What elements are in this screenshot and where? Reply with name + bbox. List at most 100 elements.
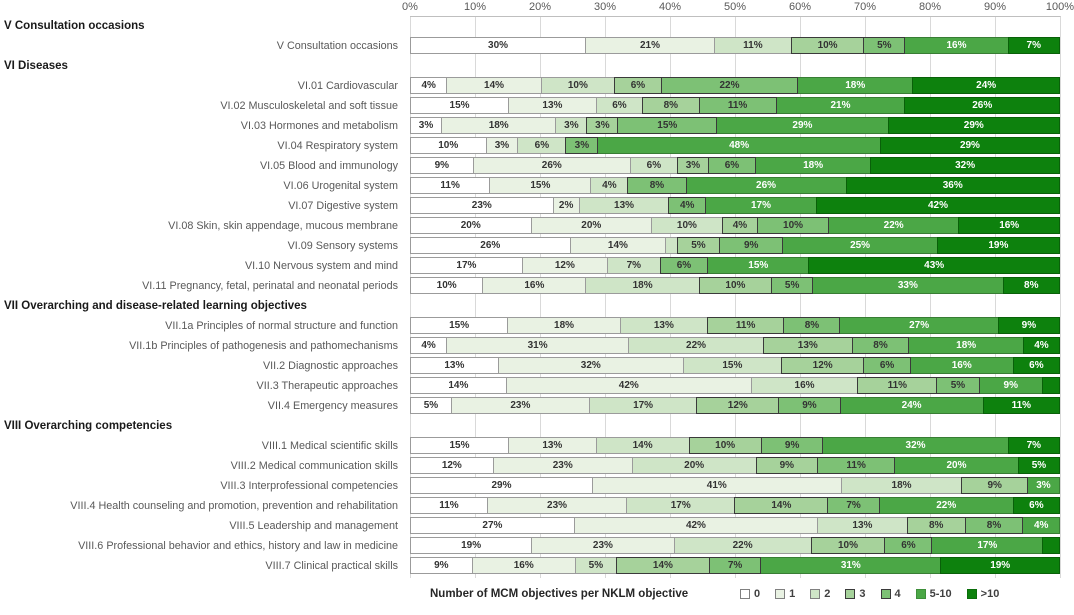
bar-segment-cat-1: 12% [521, 257, 608, 274]
legend-label: 0 [754, 588, 761, 600]
bar-segment-cat-5-10: 22% [827, 217, 960, 234]
bar-row: VIII.4 Health counseling and promotion, … [0, 496, 1074, 516]
x-axis-tick: 40% [658, 1, 682, 13]
bar-segment-cat->10: 5% [1017, 457, 1060, 474]
segment-value-label: 11% [439, 500, 459, 511]
segment-value-label: 17% [633, 400, 654, 411]
bar-segment-cat-5-10: 31% [760, 557, 942, 574]
bar-segment-cat-4: 9% [719, 237, 784, 254]
legend-item-2: 2 [810, 588, 830, 600]
bar-segment-cat-2: 6% [517, 137, 567, 154]
bar-segment-cat-5-10: 9% [978, 377, 1043, 394]
legend-swatch [966, 589, 977, 599]
segment-value-label: 13% [542, 440, 563, 451]
bar-segment-cat->10 [1042, 537, 1060, 554]
bar-segment-cat-1: 18% [441, 117, 557, 134]
bar-segment-cat-1: 16% [471, 557, 576, 574]
segment-value-label: 6% [534, 140, 550, 151]
segment-value-label: 26% [756, 180, 777, 191]
segment-value-label: 15% [722, 360, 743, 371]
bar-segment-cat-2: 22% [673, 537, 812, 554]
bar-segment-cat-2: 16% [750, 377, 859, 394]
segment-value-label: 29% [963, 120, 984, 131]
bar-row: VIII.7 Clinical practical skills 9% 16% 5% 1… [0, 556, 1074, 576]
bar-segment-cat->10: 7% [1007, 37, 1060, 54]
row-label: VI.10 Nervous system and mind [244, 260, 398, 272]
bar-segment-cat-5-10: 16% [909, 357, 1014, 374]
segment-value-label: 13% [797, 340, 818, 351]
bar-row: V Consultation occasions 30% 21% 11% 10% 5% 16… [0, 36, 1074, 56]
section-header-label: VI Diseases [4, 60, 68, 72]
bar-segment-cat-2: 3% [555, 117, 588, 134]
segment-value-label: 16% [946, 40, 967, 51]
bar-row: VI.09 Sensory systems 26% 14% 5% 9% 25% 19% [0, 236, 1074, 256]
bar-segment-cat-4: 6% [884, 537, 933, 554]
bar-segment-cat-4: 8% [851, 337, 910, 354]
segment-value-label: 31% [840, 560, 861, 571]
row-label: VI.03 Hormones and metabolism [240, 120, 398, 132]
bar-segment-cat->10: 24% [912, 77, 1060, 94]
bar-segment-cat-2: 18% [585, 277, 700, 294]
bar-row: VIII.6 Professional behavior and ethics,… [0, 536, 1074, 556]
bar-row: VIII.1 Medical scientific skills 15% 13% 14… [0, 436, 1074, 456]
segment-value-label: 14% [771, 500, 792, 511]
bar-segment-cat->10: 36% [845, 177, 1060, 194]
segment-value-label: 6% [724, 160, 740, 171]
segment-value-label: 8% [663, 100, 679, 111]
bar-segment-cat-5-10: 21% [775, 97, 906, 114]
segment-value-label: 27% [909, 320, 930, 331]
legend-swatch [845, 589, 856, 599]
stacked-bar: 14% 42% 16% 11% 5% 9% [410, 377, 1060, 394]
stacked-bar: 19% 23% 22% 10% 6% 17% [410, 537, 1060, 554]
segment-value-label: 18% [554, 320, 575, 331]
segment-value-label: 9% [784, 440, 800, 451]
legend-label: 5-10 [929, 588, 952, 600]
bar-segment-cat-5-10: 17% [705, 197, 817, 214]
segment-value-label: 6% [901, 540, 916, 551]
segment-value-label: 8% [1024, 280, 1039, 291]
legend-title: Number of MCM objectives per NKLM object… [430, 588, 689, 600]
segment-value-label: 15% [449, 100, 470, 111]
bar-segment-cat-1: 13% [507, 437, 597, 454]
segment-value-label: 14% [607, 240, 628, 251]
segment-value-label: 5% [877, 40, 892, 51]
bar-segment-cat->10: 11% [982, 397, 1060, 414]
legend-swatch [880, 589, 891, 599]
segment-value-label: 4% [421, 80, 436, 91]
segment-value-label: 42% [927, 200, 948, 211]
x-axis-tick: 0% [402, 1, 418, 13]
bar-row: VIII.5 Leadership and management 27% 42% 13… [0, 516, 1074, 536]
bar-segment-cat-0: 12% [410, 457, 494, 474]
segment-value-label: 20% [581, 220, 602, 231]
bar-segment-cat-4: 6% [863, 357, 911, 374]
bar-segment-cat-0: 27% [410, 517, 575, 534]
segment-value-label: 20% [684, 460, 705, 471]
row-label: VIII.6 Professional behavior and ethics,… [78, 540, 398, 552]
segment-value-label: 13% [852, 520, 873, 531]
bar-segment-cat-5-10: 25% [782, 237, 938, 254]
segment-value-label: 32% [580, 360, 601, 371]
bar-segment-cat-5-10: 24% [839, 397, 984, 414]
segment-value-label: 17% [456, 260, 477, 271]
segment-value-label: 6% [630, 80, 646, 91]
legend-label: 1 [789, 588, 796, 600]
bar-segment-cat->10: 19% [936, 237, 1061, 254]
bar-segment-cat-2: 10% [540, 77, 616, 94]
bar-segment-cat-0: 10% [410, 277, 484, 294]
segment-value-label: 8% [649, 180, 665, 191]
bar-segment-cat-1: 21% [585, 37, 715, 54]
bar-segment-cat-4: 8% [783, 317, 841, 334]
bar-segment-cat-3: 13% [763, 337, 853, 354]
bar-segment-cat-4: 11% [817, 457, 896, 474]
legend-item-0: 0 [740, 588, 760, 600]
bar-segment-cat-3: 10% [810, 537, 886, 554]
segment-value-label: 7% [1026, 40, 1041, 51]
segment-value-label: 9% [802, 400, 817, 411]
bar-segment-cat-3: 8% [642, 97, 700, 114]
segment-value-label: 27% [482, 520, 503, 531]
stacked-bar: 9% 16% 5% 14% 7% 31% 19% [410, 557, 1060, 574]
bar-segment-cat-1: 23% [450, 397, 590, 414]
segment-value-label: 9% [1021, 320, 1037, 331]
bar-segment-cat-0: 3% [410, 117, 443, 134]
segment-value-label: 12% [441, 460, 462, 471]
